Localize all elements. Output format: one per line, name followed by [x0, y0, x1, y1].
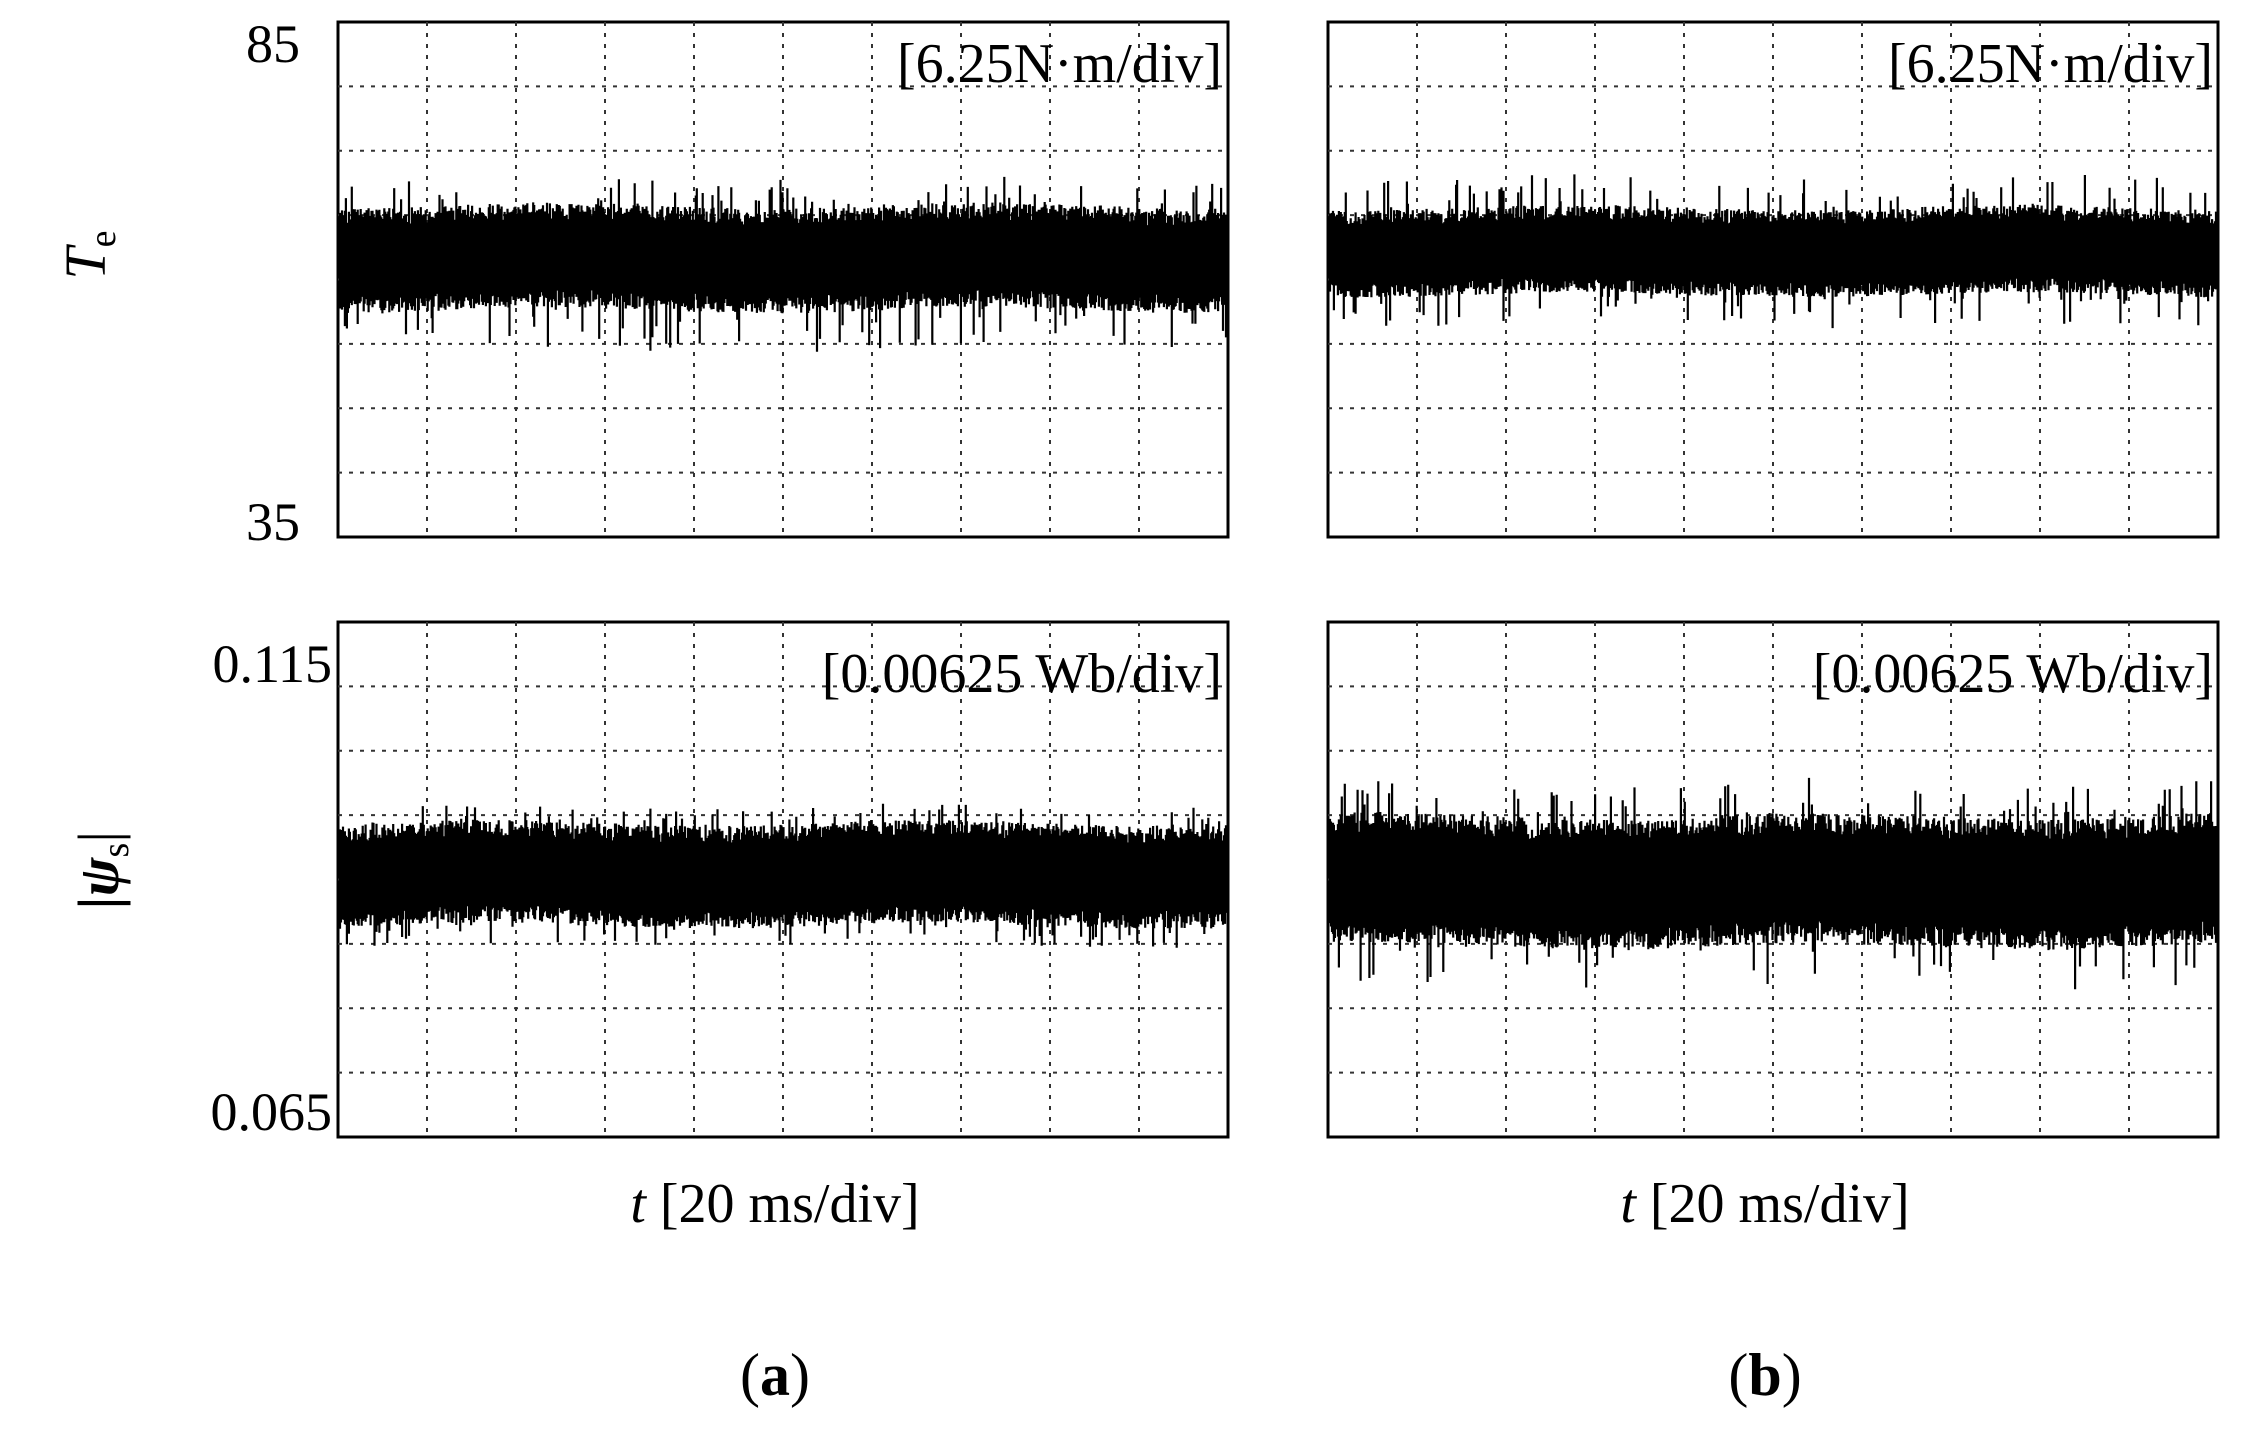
xlabel-a-var: t [630, 1173, 647, 1235]
panel-label-b: (b) [1728, 1342, 1801, 1408]
waveform-trace [338, 176, 1228, 352]
panel-label-a-letter: a [760, 1342, 790, 1408]
ytick-te-min: 35 [246, 492, 300, 552]
ylabel-psi-subscript: s [95, 843, 137, 858]
plot-psi-b [1326, 620, 2220, 1139]
ylabel-te-subscript: e [82, 230, 124, 247]
waveform-trace [1328, 174, 2218, 329]
plot-te-b [1326, 20, 2220, 539]
waveform-trace [1328, 777, 2218, 990]
xlabel-a: t [20 ms/div] [630, 1173, 919, 1235]
ylabel-te: Te [53, 230, 124, 279]
scale-label-te-b: [6.25N·m/div] [1888, 33, 2213, 95]
ytick-psi-min: 0.065 [211, 1082, 333, 1142]
xlabel-a-text: [20 ms/div] [660, 1173, 920, 1235]
waveform-trace [338, 803, 1228, 948]
panel-label-b-letter: b [1748, 1342, 1781, 1408]
xlabel-b-var: t [1620, 1173, 1637, 1235]
ylabel-psi-close: | [66, 831, 131, 843]
xlabel-b: t [20 ms/div] [1620, 1173, 1909, 1235]
ylabel-te-symbol: T [53, 244, 118, 280]
plot-te-a [336, 20, 1230, 539]
scale-label-te-a: [6.25N·m/div] [897, 33, 1222, 95]
scale-label-psi-a: [0.00625 Wb/div] [822, 643, 1222, 705]
plot-psi-a [336, 620, 1230, 1139]
ytick-psi-max: 0.115 [213, 634, 333, 694]
ytick-te-max: 85 [246, 14, 300, 74]
ylabel-psi: |ψs| [66, 831, 137, 909]
xlabel-b-text: [20 ms/div] [1650, 1173, 1910, 1235]
panel-label-a: (a) [740, 1342, 810, 1408]
ylabel-psi-main: |ψ [66, 856, 131, 909]
scale-label-psi-b: [0.00625 Wb/div] [1813, 643, 2213, 705]
